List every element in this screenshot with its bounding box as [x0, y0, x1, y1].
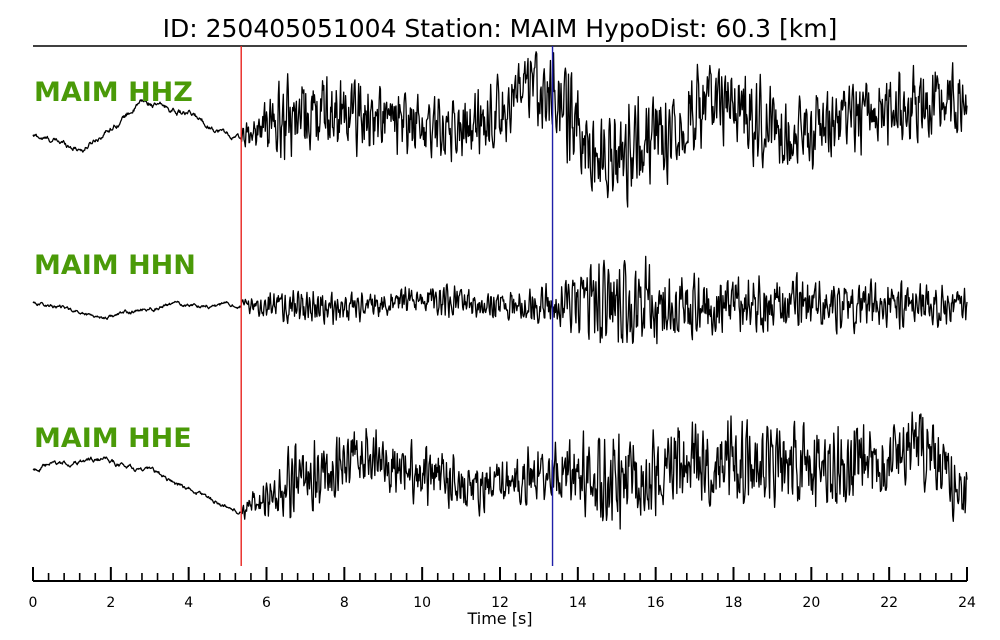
- x-tick-label: 12: [491, 595, 509, 611]
- x-axis-label: Time [s]: [466, 609, 532, 628]
- x-tick-label: 22: [880, 595, 898, 611]
- x-tick-label: 18: [725, 595, 743, 611]
- figure-title: ID: 250405051004 Station: MAIM HypoDist:…: [163, 14, 838, 43]
- x-tick-label: 16: [647, 595, 665, 611]
- x-tick-label: 10: [413, 595, 431, 611]
- x-tick-label: 8: [340, 595, 349, 611]
- trace-maim-hhe: [32, 411, 968, 530]
- phase-picks-group: [240, 46, 554, 566]
- x-tick-label: 4: [184, 595, 193, 611]
- x-tick-label: 2: [106, 595, 115, 611]
- channel-label-maim-hhz: MAIM HHZ: [34, 77, 193, 108]
- traces-group: [32, 51, 968, 530]
- x-tick-label: 0: [29, 595, 38, 611]
- x-tick-label: 14: [569, 595, 587, 611]
- channel-label-maim-hhe: MAIM HHE: [34, 423, 192, 454]
- time-axis: 0 2 4 6 8 10 12 14 16 18 20 22 24: [29, 567, 976, 611]
- trace-maim-hhz: [32, 51, 968, 208]
- x-tick-label: 24: [958, 595, 976, 611]
- channel-label-maim-hhn: MAIM HHN: [34, 250, 196, 281]
- x-tick-label: 20: [802, 595, 820, 611]
- channel-labels-group: MAIM HHZ MAIM HHN MAIM HHE: [34, 77, 196, 454]
- x-tick-label: 6: [262, 595, 271, 611]
- trace-maim-hhn: [32, 255, 968, 345]
